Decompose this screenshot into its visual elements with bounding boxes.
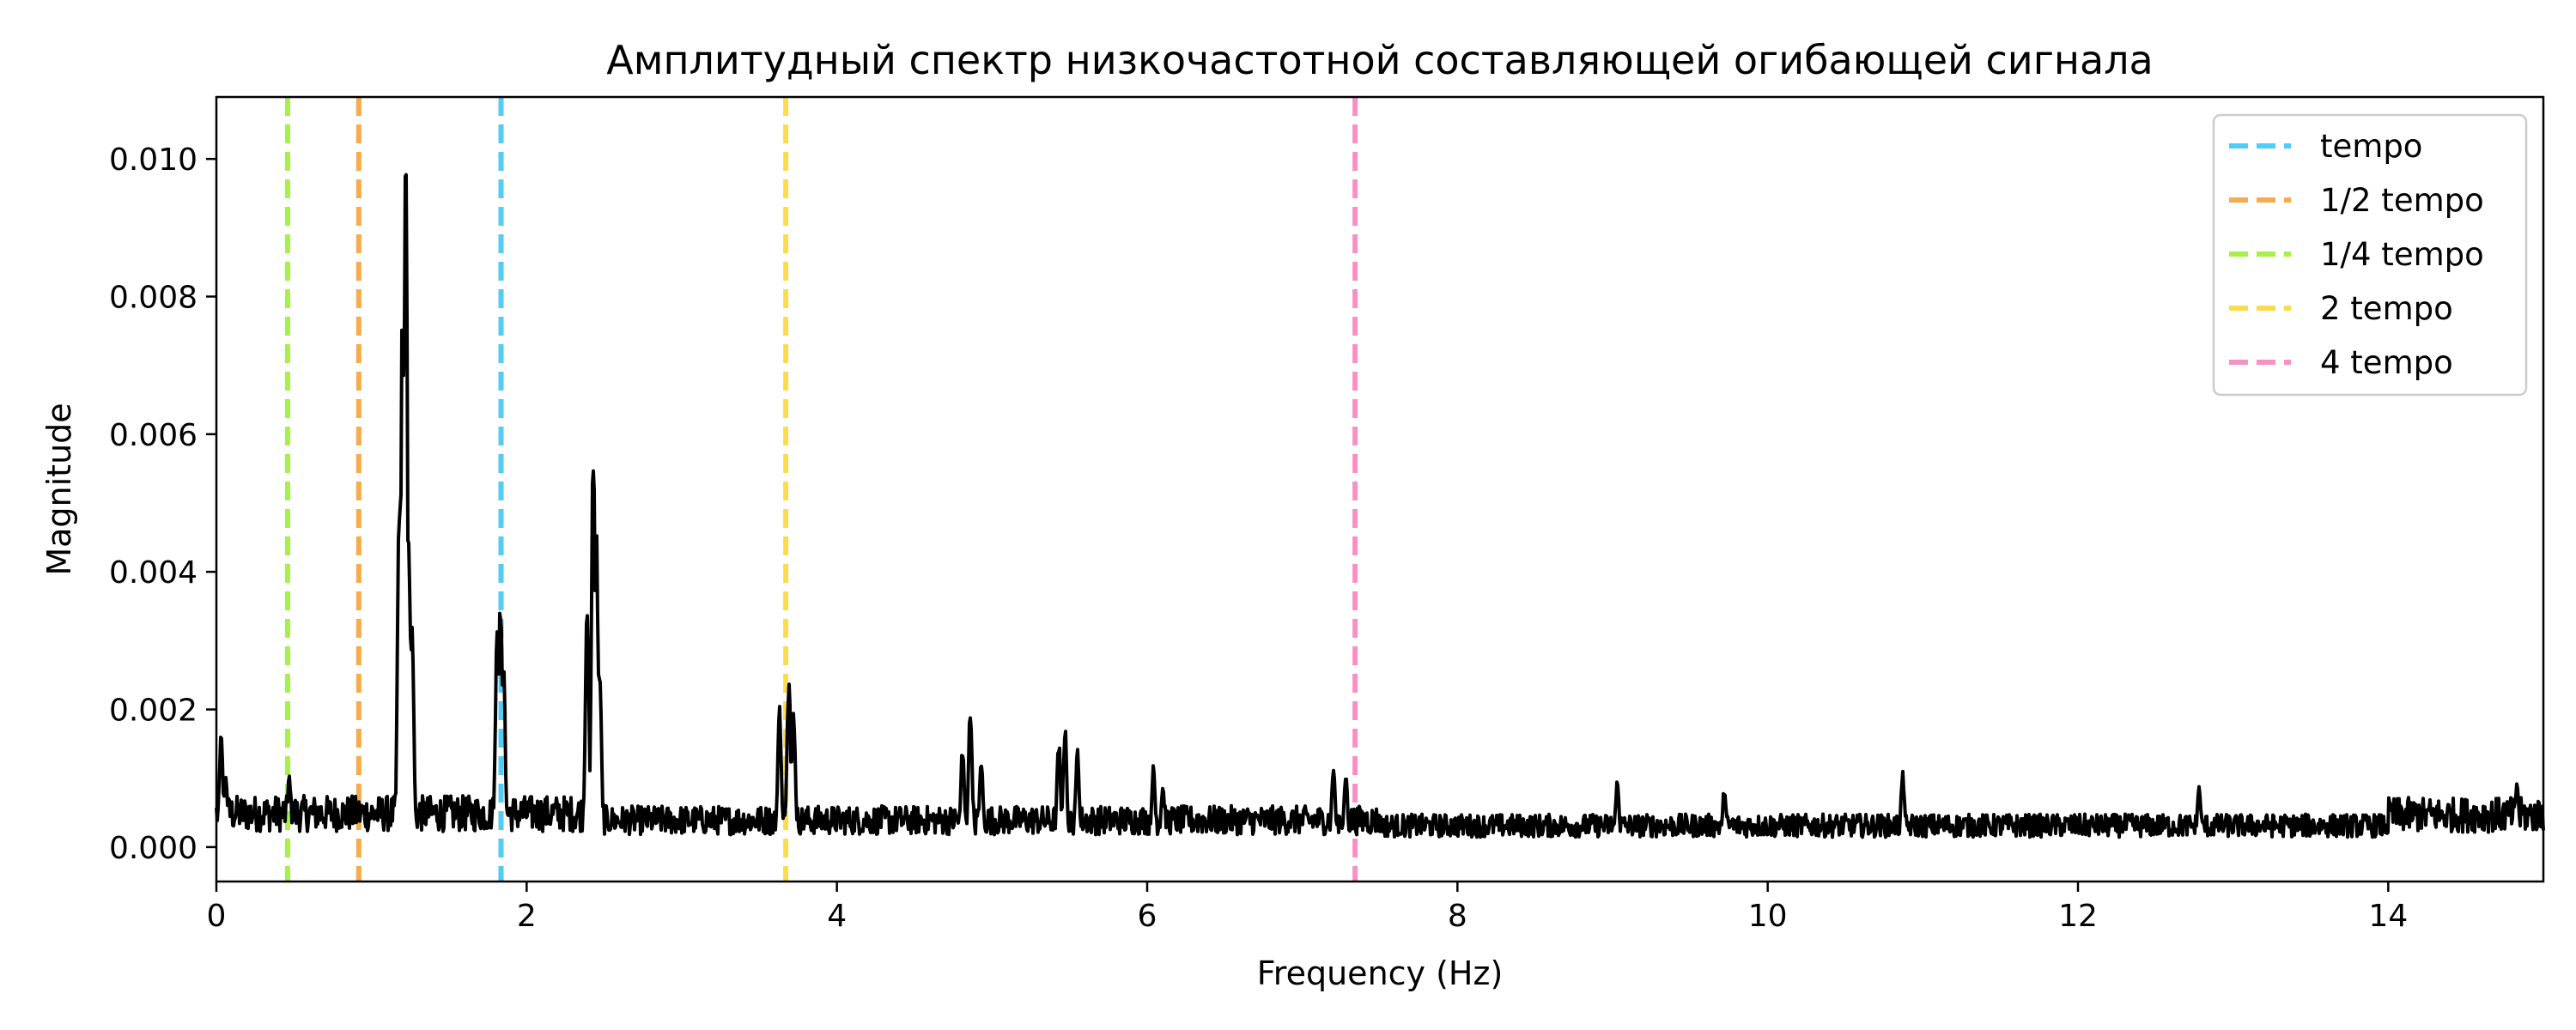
x-tick-label: 12 — [2058, 899, 2098, 934]
x-tick-label: 4 — [827, 899, 847, 934]
plot-frame — [215, 95, 2545, 883]
legend-label: 2 tempo — [2320, 290, 2453, 327]
spectrum-line — [215, 173, 2545, 839]
legend-label: tempo — [2320, 128, 2422, 165]
legend-label: 1/4 tempo — [2320, 236, 2484, 273]
tempo-marker-lines — [284, 97, 1358, 882]
y-tick-label: 0.006 — [109, 418, 197, 453]
x-tick-label: 8 — [1448, 899, 1467, 934]
plot-area — [215, 97, 2545, 882]
x-tick-label: 0 — [207, 899, 227, 934]
y-axis-label: Magnitude — [40, 403, 78, 575]
y-tick-label: 0.008 — [109, 281, 197, 316]
x-tick-label: 14 — [2368, 899, 2408, 934]
chart-title: Амплитудный спектр низкочастотной состав… — [606, 37, 2153, 83]
y-tick-label: 0.002 — [109, 694, 197, 729]
x-tick-label: 10 — [1748, 899, 1788, 934]
y-tick-label: 0.010 — [109, 142, 197, 178]
legend-frame — [2212, 113, 2528, 397]
y-tick-label: 0.004 — [109, 555, 197, 591]
x-axis-label: Frequency (Hz) — [1257, 954, 1504, 992]
legend-label: 1/2 tempo — [2320, 182, 2484, 219]
legend-label: 4 tempo — [2320, 344, 2453, 381]
legend: tempo 1/2 tempo 1/4 tempo 2 tempo 4 tempo — [2212, 113, 2528, 397]
x-tick-label: 6 — [1138, 899, 1157, 934]
y-axis-ticks: 0.000 0.002 0.004 0.006 0.008 0.010 — [109, 142, 216, 866]
y-tick-label: 0.000 — [109, 831, 197, 866]
x-tick-label: 2 — [517, 899, 537, 934]
x-axis-ticks: 0 2 4 6 8 10 12 14 — [207, 882, 2408, 934]
